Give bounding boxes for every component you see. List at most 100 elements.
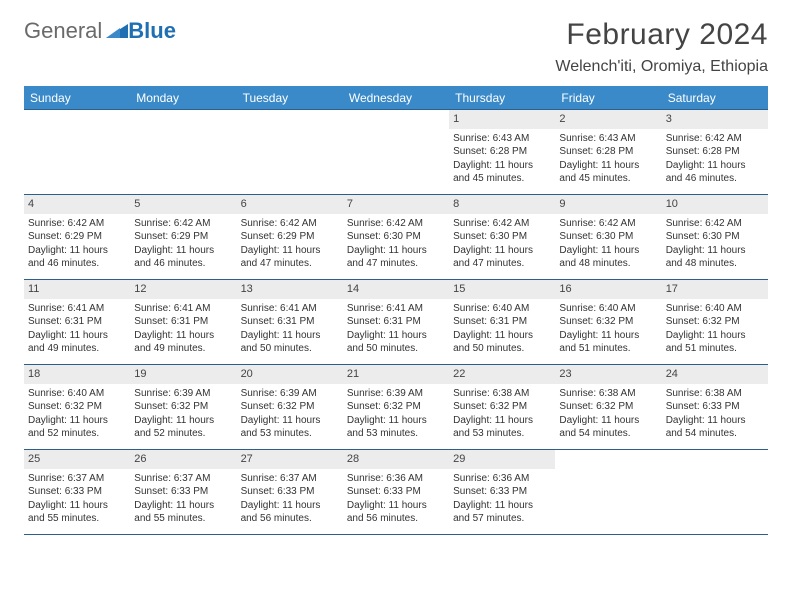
day-number: 21: [343, 365, 449, 384]
weeks-container: 1Sunrise: 6:43 AMSunset: 6:28 PMDaylight…: [24, 109, 768, 535]
daylight-text: Daylight: 11 hours and 53 minutes.: [453, 414, 551, 441]
daylight-text: Daylight: 11 hours and 48 minutes.: [666, 244, 764, 271]
daylight-text: Daylight: 11 hours and 45 minutes.: [453, 159, 551, 186]
sunrise-text: Sunrise: 6:36 AM: [453, 472, 551, 486]
daylight-text: Daylight: 11 hours and 50 minutes.: [241, 329, 339, 356]
day-cell: 8 Sunrise: 6:42 AMSunset: 6:30 PMDaylight…: [449, 195, 555, 279]
sunrise-text: Sunrise: 6:40 AM: [666, 302, 764, 316]
sunset-text: Sunset: 6:33 PM: [241, 485, 339, 499]
day-cell: [343, 110, 449, 194]
day-cell: 22Sunrise: 6:38 AMSunset: 6:32 PMDayligh…: [449, 365, 555, 449]
day-cell: 4Sunrise: 6:42 AMSunset: 6:29 PMDaylight…: [24, 195, 130, 279]
day-number: 26: [130, 450, 236, 469]
daylight-text: Daylight: 11 hours and 46 minutes.: [666, 159, 764, 186]
day-cell: 1Sunrise: 6:43 AMSunset: 6:28 PMDaylight…: [449, 110, 555, 194]
sunset-text: Sunset: 6:33 PM: [347, 485, 445, 499]
sunset-text: Sunset: 6:32 PM: [666, 315, 764, 329]
day-number: 17: [662, 280, 768, 299]
sunrise-text: Sunrise: 6:42 AM: [453, 217, 551, 231]
daylight-text: Daylight: 11 hours and 47 minutes.: [453, 244, 551, 271]
sunset-text: Sunset: 6:30 PM: [347, 230, 445, 244]
daylight-text: Daylight: 11 hours and 51 minutes.: [666, 329, 764, 356]
sunrise-text: Sunrise: 6:41 AM: [134, 302, 232, 316]
sunset-text: Sunset: 6:32 PM: [453, 400, 551, 414]
day-cell: [555, 450, 661, 534]
weekday-header: Thursday: [449, 86, 555, 110]
day-number: 6: [237, 195, 343, 214]
day-number: 29: [449, 450, 555, 469]
sunset-text: Sunset: 6:33 PM: [28, 485, 126, 499]
daylight-text: Daylight: 11 hours and 52 minutes.: [28, 414, 126, 441]
day-number: 7: [343, 195, 449, 214]
day-cell: [237, 110, 343, 194]
logo-text-blue: Blue: [128, 18, 176, 44]
sunrise-text: Sunrise: 6:42 AM: [28, 217, 126, 231]
day-number: 25: [24, 450, 130, 469]
day-number: 22: [449, 365, 555, 384]
daylight-text: Daylight: 11 hours and 49 minutes.: [28, 329, 126, 356]
daylight-text: Daylight: 11 hours and 57 minutes.: [453, 499, 551, 526]
sunset-text: Sunset: 6:29 PM: [134, 230, 232, 244]
week-row: 18Sunrise: 6:40 AMSunset: 6:32 PMDayligh…: [24, 364, 768, 450]
sunrise-text: Sunrise: 6:40 AM: [28, 387, 126, 401]
day-cell: 6Sunrise: 6:42 AMSunset: 6:29 PMDaylight…: [237, 195, 343, 279]
day-cell: 12Sunrise: 6:41 AMSunset: 6:31 PMDayligh…: [130, 280, 236, 364]
sunrise-text: Sunrise: 6:42 AM: [666, 217, 764, 231]
day-cell: [130, 110, 236, 194]
day-number: 5: [130, 195, 236, 214]
day-number: 12: [130, 280, 236, 299]
sunrise-text: Sunrise: 6:40 AM: [559, 302, 657, 316]
day-cell: 27Sunrise: 6:37 AMSunset: 6:33 PMDayligh…: [237, 450, 343, 534]
daylight-text: Daylight: 11 hours and 47 minutes.: [347, 244, 445, 271]
week-row: 11Sunrise: 6:41 AMSunset: 6:31 PMDayligh…: [24, 279, 768, 365]
daylight-text: Daylight: 11 hours and 55 minutes.: [28, 499, 126, 526]
day-cell: [24, 110, 130, 194]
location-text: Welench'iti, Oromiya, Ethiopia: [555, 58, 768, 76]
daylight-text: Daylight: 11 hours and 46 minutes.: [134, 244, 232, 271]
sunset-text: Sunset: 6:31 PM: [347, 315, 445, 329]
sunrise-text: Sunrise: 6:40 AM: [453, 302, 551, 316]
sunset-text: Sunset: 6:32 PM: [347, 400, 445, 414]
sunset-text: Sunset: 6:30 PM: [453, 230, 551, 244]
sunrise-text: Sunrise: 6:37 AM: [28, 472, 126, 486]
daylight-text: Daylight: 11 hours and 54 minutes.: [666, 414, 764, 441]
sunrise-text: Sunrise: 6:41 AM: [28, 302, 126, 316]
day-number: 23: [555, 365, 661, 384]
logo-triangle-icon: [106, 18, 128, 44]
sunset-text: Sunset: 6:28 PM: [666, 145, 764, 159]
daylight-text: Daylight: 11 hours and 48 minutes.: [559, 244, 657, 271]
day-cell: 10Sunrise: 6:42 AMSunset: 6:30 PMDayligh…: [662, 195, 768, 279]
daylight-text: Daylight: 11 hours and 56 minutes.: [347, 499, 445, 526]
sunset-text: Sunset: 6:32 PM: [134, 400, 232, 414]
sunset-text: Sunset: 6:30 PM: [666, 230, 764, 244]
weekday-header-row: SundayMondayTuesdayWednesdayThursdayFrid…: [24, 86, 768, 110]
title-block: February 2024 Welench'iti, Oromiya, Ethi…: [555, 18, 768, 76]
day-number: 8: [449, 195, 555, 214]
sunset-text: Sunset: 6:30 PM: [559, 230, 657, 244]
sunrise-text: Sunrise: 6:41 AM: [347, 302, 445, 316]
week-row: 4Sunrise: 6:42 AMSunset: 6:29 PMDaylight…: [24, 194, 768, 280]
weekday-header: Sunday: [24, 86, 130, 110]
sunset-text: Sunset: 6:28 PM: [559, 145, 657, 159]
daylight-text: Daylight: 11 hours and 50 minutes.: [453, 329, 551, 356]
daylight-text: Daylight: 11 hours and 45 minutes.: [559, 159, 657, 186]
sunrise-text: Sunrise: 6:39 AM: [347, 387, 445, 401]
sunset-text: Sunset: 6:29 PM: [241, 230, 339, 244]
sunset-text: Sunset: 6:32 PM: [559, 400, 657, 414]
sunset-text: Sunset: 6:28 PM: [453, 145, 551, 159]
page-title: February 2024: [555, 18, 768, 52]
weekday-header: Wednesday: [343, 86, 449, 110]
sunrise-text: Sunrise: 6:41 AM: [241, 302, 339, 316]
sunset-text: Sunset: 6:32 PM: [559, 315, 657, 329]
header: General Blue February 2024 Welench'iti, …: [24, 18, 768, 76]
day-number: 14: [343, 280, 449, 299]
logo-text-general: General: [24, 18, 102, 44]
day-cell: 18Sunrise: 6:40 AMSunset: 6:32 PMDayligh…: [24, 365, 130, 449]
day-number: 11: [24, 280, 130, 299]
sunset-text: Sunset: 6:32 PM: [28, 400, 126, 414]
sunrise-text: Sunrise: 6:42 AM: [134, 217, 232, 231]
day-number: 1: [449, 110, 555, 129]
daylight-text: Daylight: 11 hours and 51 minutes.: [559, 329, 657, 356]
daylight-text: Daylight: 11 hours and 53 minutes.: [347, 414, 445, 441]
day-cell: 25 Sunrise: 6:37 AMSunset: 6:33 PMDayligh…: [24, 450, 130, 534]
